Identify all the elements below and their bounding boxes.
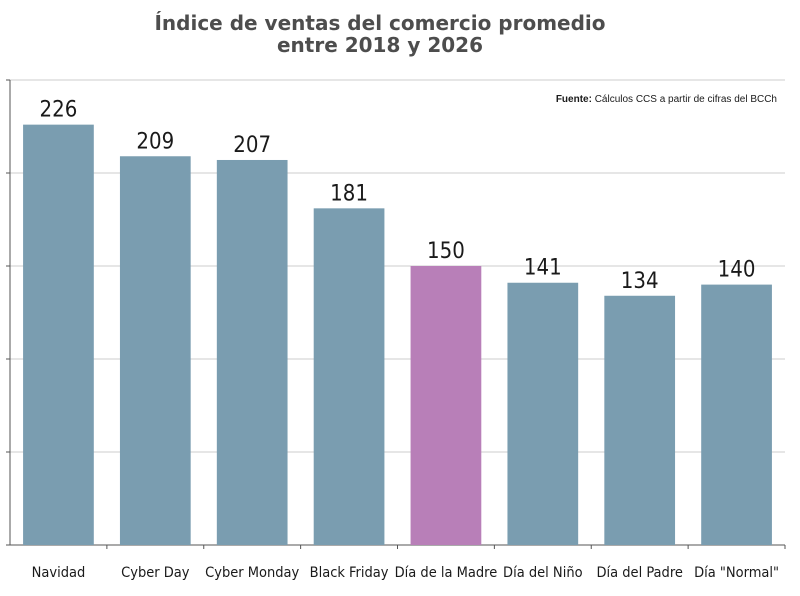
category-label: Día del Padre [596, 565, 682, 581]
value-labels: 226 209 207 181 150 141 134 140 [40, 98, 756, 294]
source-text: Cálculos CCS a partir de cifras del BCCh [592, 94, 777, 105]
category-labels: Navidad Cyber Day Cyber Monday Black Friday… [32, 565, 779, 581]
chart-title-line-1: Índice de ventas del comercio promedio [154, 11, 606, 35]
category-label: Cyber Day [121, 565, 190, 581]
bar-value-label: 207 [233, 133, 271, 158]
bar-value-label: 226 [40, 98, 78, 123]
bar [701, 284, 772, 545]
source-note: Fuente: Cálculos CCS a partir de cifras … [556, 94, 777, 105]
bar [313, 208, 385, 545]
bar-value-label: 209 [136, 129, 174, 154]
category-label: Día "Normal" [694, 565, 779, 581]
bar [507, 282, 579, 545]
category-label: Día del Niño [503, 565, 583, 581]
chart-title: Índice de ventas del comercio promedio e… [0, 12, 760, 56]
chart-title-line-2: entre 2018 y 2026 [276, 33, 484, 57]
bar [23, 124, 94, 545]
bar-value-label: 150 [427, 239, 465, 264]
source-label: Fuente: [556, 94, 592, 105]
bar-value-label: 181 [330, 181, 368, 206]
bar [119, 156, 191, 545]
category-label: Cyber Monday [205, 565, 299, 581]
bar-value-label: 140 [718, 258, 756, 283]
category-label: Black Friday [310, 565, 389, 581]
bar [216, 159, 288, 546]
category-label: Navidad [32, 565, 86, 581]
bar [604, 295, 676, 545]
bar-value-label: 134 [621, 269, 659, 294]
bar [410, 266, 482, 545]
bar-value-label: 141 [524, 256, 562, 281]
bars [23, 124, 772, 546]
category-label: Día de la Madre [395, 565, 498, 581]
